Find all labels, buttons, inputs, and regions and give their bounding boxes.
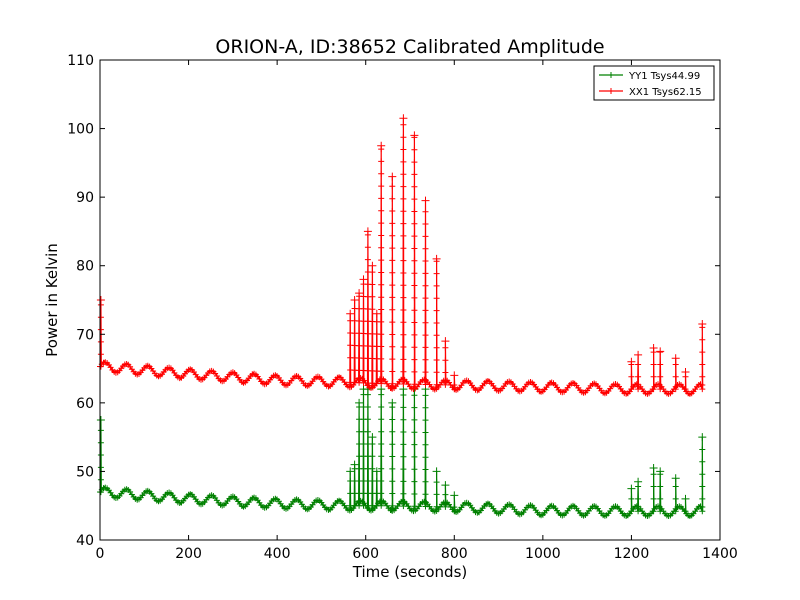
spike-point [377, 141, 386, 387]
legend: YY1 Tsys44.99 XX1 Tsys62.15 [593, 65, 715, 101]
series-2 [96, 114, 707, 397]
spike-point [346, 467, 355, 509]
spike-point [627, 357, 636, 393]
spike-point [671, 474, 680, 515]
spike-point [450, 371, 459, 388]
spike-point [372, 309, 381, 387]
spike-point [96, 416, 105, 496]
spike-point [359, 275, 368, 386]
spike-point [346, 309, 355, 386]
spike-point [350, 296, 359, 386]
x-tick-label: 200 [175, 546, 202, 562]
spike-point [368, 433, 377, 509]
spike-point [681, 494, 690, 515]
spike-point [421, 385, 430, 510]
spike-point [363, 227, 372, 387]
spike-point [421, 196, 430, 388]
x-tick-label: 1000 [525, 546, 561, 562]
legend-label: XX1 Tsys62.15 [629, 87, 702, 98]
y-tick-label: 80 [76, 259, 94, 275]
spike-point [96, 296, 105, 370]
spike-point [656, 467, 665, 515]
axes: 0 200 400 600 800 1000 1200 1400 40 50 60 70 80 90 100… [67, 53, 738, 562]
y-tick-label: 70 [76, 327, 94, 343]
spike-point [681, 368, 690, 393]
spike-point [410, 385, 419, 510]
spike-point [377, 385, 386, 509]
chart-title: ORION-A, ID:38652 Calibrated Amplitude [215, 36, 604, 58]
spike-point [359, 385, 368, 509]
y-tick-label: 60 [76, 396, 94, 412]
spike-point [450, 491, 459, 511]
spike-point [649, 464, 658, 515]
spike-point [388, 398, 397, 509]
spike-point [432, 467, 441, 510]
x-tick-label: 1200 [614, 546, 650, 562]
spike-point [350, 460, 359, 509]
spike-point [388, 172, 397, 387]
spike-point [634, 350, 643, 393]
spike-point [410, 131, 419, 388]
plot-frame [99, 59, 721, 541]
spike-point [656, 347, 665, 393]
spike-point [441, 337, 450, 388]
spike-point [363, 385, 372, 509]
x-tick-label: 800 [441, 546, 468, 562]
y-tick-label: 40 [76, 533, 94, 549]
spike-point [355, 398, 364, 509]
spike-point [368, 261, 377, 387]
spike-point [698, 433, 707, 515]
spike-point [432, 254, 441, 388]
y-tick-label: 90 [76, 190, 94, 206]
spike-point [634, 477, 643, 515]
legend-marker [608, 88, 614, 94]
spike-point [698, 320, 707, 393]
y-axis-label: Power in Kelvin [43, 243, 61, 357]
spike-point [649, 344, 658, 393]
y-tick-label: 100 [67, 122, 94, 138]
spike-point [372, 467, 381, 509]
spike-point [671, 354, 680, 393]
x-axis-label: Time (seconds) [352, 563, 468, 581]
spike-point [399, 385, 408, 510]
spike-point [627, 484, 636, 515]
legend-box [593, 65, 715, 101]
y-tick-label: 110 [67, 53, 94, 69]
legend-label: YY1 Tsys44.99 [628, 71, 700, 82]
spike-point [355, 289, 364, 386]
x-tick-label: 1400 [702, 546, 738, 562]
legend-marker [608, 72, 614, 78]
y-tick-label: 50 [76, 464, 94, 480]
spike-point [441, 481, 450, 510]
series-1 [96, 385, 707, 519]
x-tick-label: 400 [264, 546, 291, 562]
x-tick-label: 0 [96, 546, 105, 562]
x-tick-label: 600 [352, 546, 379, 562]
plot-area [96, 114, 707, 519]
spike-point [399, 114, 408, 387]
